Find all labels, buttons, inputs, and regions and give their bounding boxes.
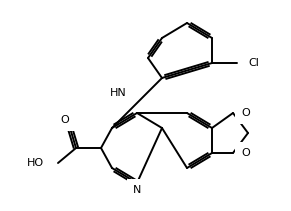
Text: O: O xyxy=(241,148,250,158)
Text: O: O xyxy=(241,108,250,118)
Text: O: O xyxy=(61,115,69,125)
Text: N: N xyxy=(133,185,141,195)
Text: HO: HO xyxy=(27,158,44,168)
Text: Cl: Cl xyxy=(248,58,259,68)
Text: HN: HN xyxy=(110,88,127,98)
